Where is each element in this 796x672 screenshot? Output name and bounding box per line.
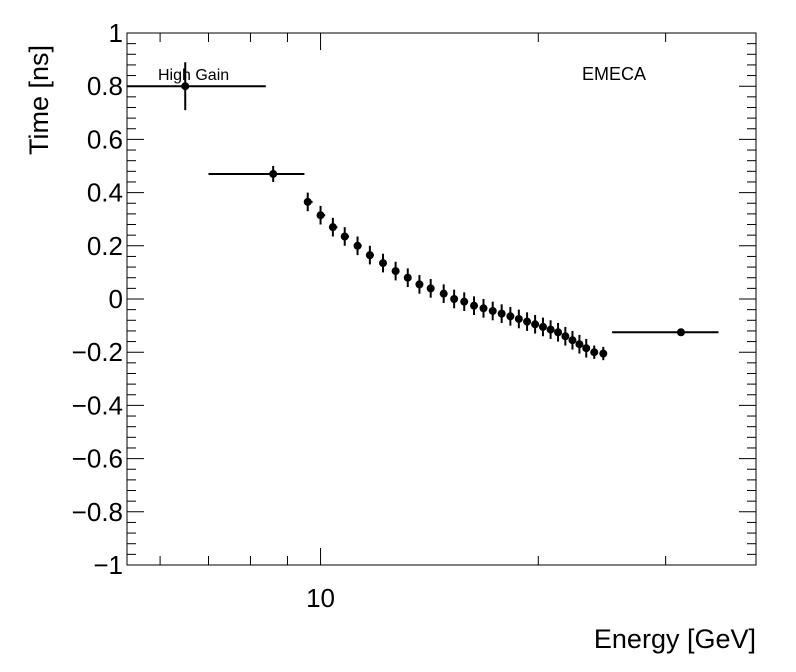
y-tick-label: −1	[93, 550, 123, 580]
data-point	[561, 326, 570, 346]
data-point	[568, 330, 577, 350]
y-tick-label: 0	[109, 284, 123, 314]
y-tick-label: −0.6	[72, 444, 123, 474]
y-tick-label: −0.4	[72, 390, 123, 420]
data-point	[523, 312, 532, 331]
point-marker	[415, 280, 424, 289]
gain-annotation: High Gain	[158, 67, 229, 84]
point-marker	[488, 306, 497, 315]
point-marker	[426, 284, 435, 293]
data-point	[303, 192, 313, 212]
data-point	[391, 261, 400, 281]
point-marker	[568, 336, 577, 345]
x-tick-label: 10	[306, 583, 335, 613]
data-point	[450, 289, 459, 309]
data-point	[208, 166, 305, 182]
point-marker	[575, 340, 584, 349]
x-axis-ticks	[159, 33, 757, 565]
data-point	[426, 279, 435, 298]
point-marker	[365, 251, 374, 260]
point-marker	[554, 328, 563, 337]
data-point	[582, 338, 591, 358]
data-point	[488, 301, 497, 321]
data-point	[612, 328, 719, 337]
point-marker	[303, 197, 312, 206]
data-point	[403, 268, 412, 288]
data-point	[460, 292, 469, 311]
point-marker	[599, 349, 608, 358]
data-point	[365, 245, 374, 265]
point-marker	[316, 211, 325, 220]
point-marker	[523, 317, 532, 326]
y-axis-ticks	[127, 32, 756, 566]
point-marker	[497, 309, 506, 318]
data-point	[514, 309, 523, 329]
y-tick-label: −0.2	[72, 337, 123, 367]
data-point	[439, 284, 448, 303]
point-marker	[514, 314, 523, 323]
point-marker	[403, 273, 412, 282]
point-marker	[353, 241, 362, 250]
data-point	[546, 320, 555, 339]
y-tick-label: 0.6	[87, 124, 123, 154]
y-tick-label: 0.4	[87, 178, 123, 208]
point-marker	[506, 312, 515, 321]
point-marker	[590, 348, 599, 357]
point-marker	[460, 297, 469, 306]
y-axis-title: Time [ns]	[24, 45, 54, 155]
data-point	[538, 317, 547, 337]
y-tick-label: 0.8	[87, 71, 123, 101]
point-marker	[479, 304, 488, 313]
data-point	[340, 227, 350, 246]
x-tick-labels: 10	[306, 583, 335, 613]
point-marker	[340, 232, 349, 241]
point-marker	[561, 332, 570, 341]
point-marker	[676, 328, 685, 337]
data-point	[127, 62, 266, 111]
data-point	[328, 217, 338, 237]
data-point	[531, 314, 540, 334]
point-marker	[450, 295, 459, 303]
point-marker	[181, 82, 190, 91]
y-tick-label: 1	[109, 18, 123, 48]
point-marker	[582, 344, 591, 353]
point-marker	[328, 223, 337, 232]
point-marker	[269, 169, 278, 178]
point-marker	[546, 325, 555, 334]
data-point	[353, 236, 362, 256]
data-point	[316, 205, 326, 225]
point-marker	[391, 267, 400, 276]
point-marker	[470, 301, 479, 310]
point-marker	[379, 259, 388, 268]
y-tick-label: −0.8	[72, 497, 123, 527]
data-points	[127, 62, 719, 361]
point-marker	[531, 320, 540, 329]
data-point	[479, 299, 488, 318]
data-point	[497, 304, 506, 323]
point-marker	[538, 322, 547, 331]
region-annotation: EMECA	[582, 64, 646, 84]
data-point	[554, 322, 563, 342]
plot-frame	[126, 32, 757, 566]
data-point	[599, 346, 608, 361]
x-axis-title: Energy [GeV]	[594, 624, 756, 654]
y-tick-label: 0.2	[87, 231, 123, 261]
y-tick-labels: −1 −0.8 −0.6 −0.4 −0.2 0 0.2 0.4 0.6 0.8 1	[72, 18, 123, 580]
data-point	[575, 334, 584, 354]
data-point	[415, 275, 424, 294]
data-point	[379, 253, 388, 273]
data-point	[470, 296, 479, 315]
data-point	[506, 306, 515, 326]
data-point	[590, 345, 599, 359]
point-marker	[439, 289, 448, 298]
